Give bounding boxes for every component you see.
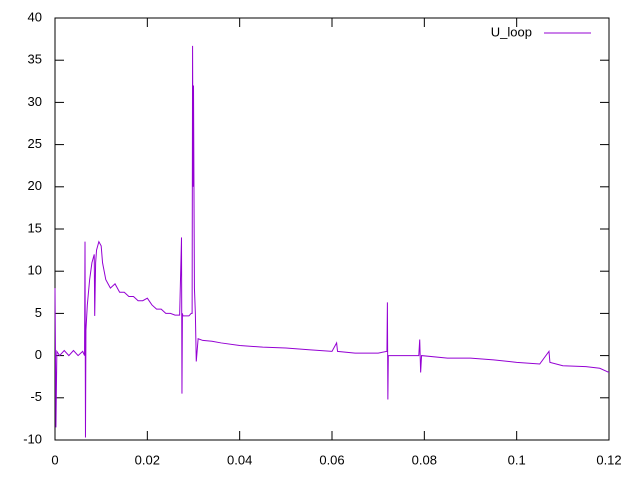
x-tick-label: 0 xyxy=(51,452,58,467)
x-tick-label: 0.08 xyxy=(412,452,437,467)
y-tick-label: -10 xyxy=(23,431,42,446)
y-tick-label: 25 xyxy=(28,136,42,151)
legend-label: U_loop xyxy=(491,24,532,39)
y-tick-label: 5 xyxy=(35,305,42,320)
y-tick-label: 0 xyxy=(35,347,42,362)
x-tick-label: 0.12 xyxy=(596,452,621,467)
y-tick-label: 15 xyxy=(28,220,42,235)
x-tick-label: 0.1 xyxy=(508,452,526,467)
x-tick-label: 0.02 xyxy=(135,452,160,467)
x-tick-label: 0.04 xyxy=(227,452,252,467)
y-tick-label: 10 xyxy=(28,263,42,278)
data-line xyxy=(54,45,610,438)
x-tick-label: 0.06 xyxy=(319,452,344,467)
y-tick-label: -5 xyxy=(30,389,42,404)
y-tick-label: 40 xyxy=(28,9,42,24)
y-tick-label: 20 xyxy=(28,178,42,193)
y-tick-label: 30 xyxy=(28,94,42,109)
y-tick-label: 35 xyxy=(28,52,42,67)
